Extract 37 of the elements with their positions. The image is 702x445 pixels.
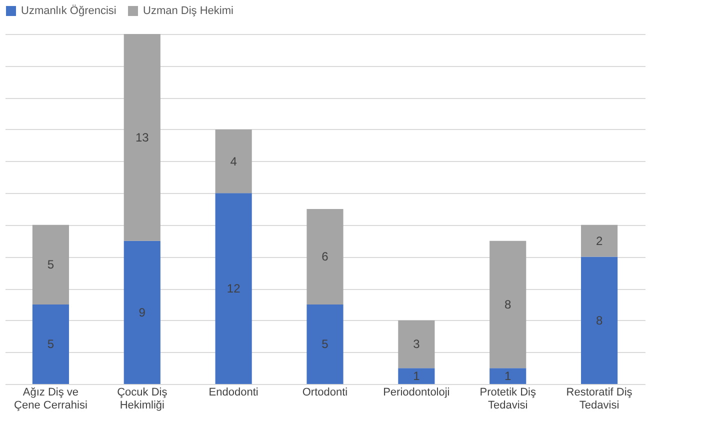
bar — [215, 129, 252, 194]
bar — [581, 224, 618, 257]
bar — [398, 320, 435, 368]
bar — [124, 34, 160, 241]
data-label: 8 — [504, 297, 512, 312]
data-label: 4 — [230, 154, 238, 168]
x-tick-label: Periodontoloji — [383, 386, 450, 398]
bar — [32, 224, 69, 304]
bar — [215, 193, 252, 384]
data-label: 1 — [413, 369, 420, 384]
bar — [398, 368, 435, 384]
data-label: 6 — [322, 250, 329, 264]
x-tick-label: Endodonti — [208, 386, 258, 398]
x-tick-label: Çocuk Diş Hekimliği — [117, 386, 168, 412]
legend-label: Uzman Diş Hekimi — [143, 5, 234, 17]
x-tick-label: Ağız Diş ve Çene Cerrahisi — [14, 386, 88, 412]
data-label: 5 — [322, 337, 329, 352]
data-label: 5 — [47, 337, 54, 352]
data-label: 8 — [596, 313, 603, 328]
data-label: 1 — [504, 369, 512, 384]
data-label: 2 — [596, 234, 603, 248]
data-label: 12 — [226, 282, 241, 296]
x-tick-label: Protetik Diş Tedavisi — [480, 386, 536, 412]
bar — [490, 240, 526, 368]
data-label: 13 — [135, 130, 150, 144]
data-label: 5 — [47, 258, 54, 272]
data-label: 3 — [413, 337, 420, 352]
legend-label: Uzmanlık Öğrencisi — [21, 4, 116, 17]
bar — [124, 240, 160, 384]
x-tick-label: Ortodonti — [302, 386, 348, 398]
bar — [490, 368, 526, 384]
x-tick-label: Restoratif Diş Tedavisi — [566, 386, 633, 412]
bar — [306, 209, 344, 304]
data-label: 9 — [138, 305, 146, 320]
bar — [32, 304, 69, 384]
bar — [581, 256, 618, 384]
bar — [306, 304, 344, 384]
